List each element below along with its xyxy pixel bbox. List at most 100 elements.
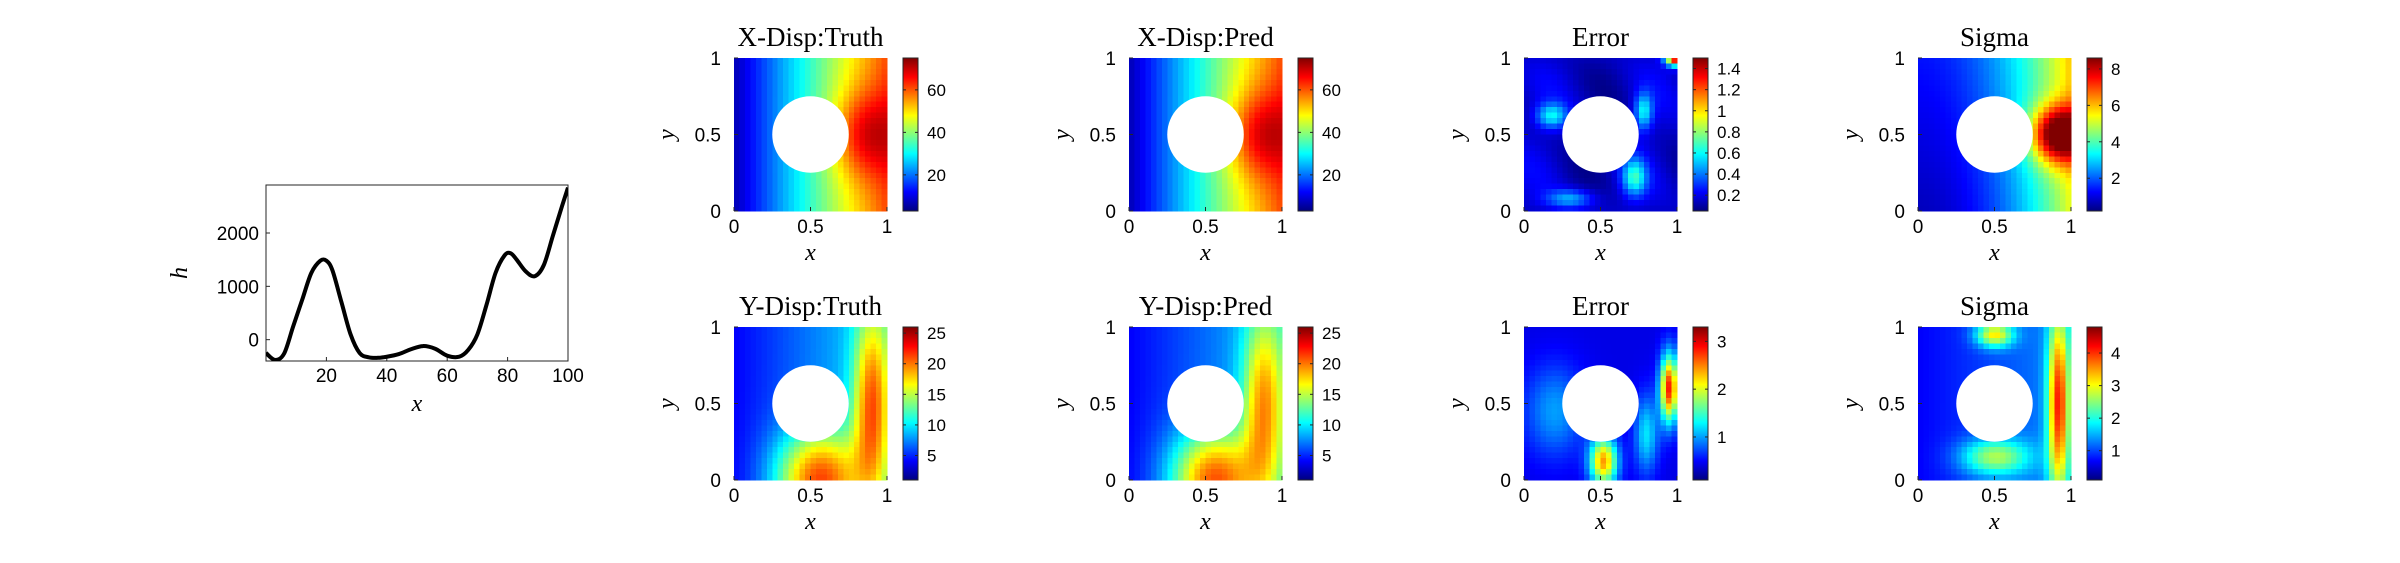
field-cell <box>1939 205 1946 212</box>
field-cell <box>1967 172 1974 179</box>
field-cell <box>1129 161 1136 168</box>
field-cell <box>1238 332 1245 339</box>
field-cell <box>1221 447 1228 454</box>
field-cell <box>1265 365 1272 372</box>
field-cell <box>1271 381 1278 388</box>
field-cell <box>859 85 866 92</box>
field-cell <box>1918 183 1925 190</box>
field-cell <box>1524 129 1531 136</box>
field-cell <box>1139 74 1146 81</box>
field-cell <box>1265 200 1272 207</box>
field-cell <box>1605 63 1613 70</box>
field-cell <box>1249 408 1256 416</box>
field-cell <box>2010 194 2017 201</box>
field-cell <box>1167 474 1174 481</box>
field-cell <box>1660 145 1667 152</box>
field-cell <box>843 68 850 75</box>
field-cell <box>1584 74 1591 81</box>
field-cell <box>1172 172 1179 179</box>
field-cell <box>766 337 773 344</box>
field-cell <box>881 150 888 157</box>
field-cell <box>1950 178 1957 185</box>
field-cell <box>832 74 839 81</box>
field-cell <box>1939 183 1946 190</box>
field-cell <box>1205 58 1212 65</box>
field-cell <box>1271 354 1278 361</box>
field-cell <box>1567 172 1574 179</box>
x-disp-truth-hole <box>772 96 849 173</box>
field-cell <box>750 376 757 383</box>
field-cell <box>1183 365 1190 372</box>
field-cell <box>876 74 883 81</box>
field-cell <box>848 172 855 179</box>
field-cell <box>1243 189 1250 196</box>
field-cell <box>810 183 817 190</box>
field-cell <box>755 419 762 426</box>
field-cell <box>881 327 888 334</box>
field-cell <box>1178 436 1185 443</box>
field-cell <box>1556 178 1563 185</box>
field-cell <box>1573 101 1580 108</box>
field-cell <box>1524 118 1531 125</box>
field-cell <box>766 145 773 152</box>
field-cell <box>865 337 872 344</box>
field-cell <box>2049 129 2056 136</box>
y-disp-truth-x-tick-label: 1 <box>882 486 893 507</box>
field-cell <box>1671 85 1678 92</box>
field-cell <box>1276 129 1283 136</box>
field-cell <box>1529 118 1536 125</box>
field-cell <box>826 463 833 470</box>
field-cell <box>1145 419 1152 426</box>
field-cell <box>1611 74 1618 81</box>
field-cell <box>881 139 888 147</box>
field-cell <box>1276 332 1283 339</box>
field-cell <box>2038 145 2045 152</box>
field-cell <box>1156 161 1163 168</box>
field-cell <box>1265 139 1272 147</box>
field-cell <box>859 381 866 388</box>
field-cell <box>870 145 877 152</box>
field-cell <box>832 96 839 103</box>
field-cell <box>865 376 872 383</box>
field-cell <box>1210 337 1218 344</box>
field-cell <box>859 74 866 81</box>
field-cell <box>1567 96 1574 103</box>
field-cell <box>2049 205 2056 212</box>
field-cell <box>1934 183 1941 190</box>
field-cell <box>1529 167 1536 174</box>
field-cell <box>1529 458 1536 465</box>
field-cell <box>1994 68 2001 75</box>
field-cell <box>1265 205 1272 212</box>
field-cell <box>739 183 746 190</box>
field-cell <box>1134 90 1141 97</box>
field-cell <box>1540 63 1547 70</box>
field-cell <box>783 463 790 470</box>
field-cell <box>1167 337 1174 344</box>
field-cell <box>2032 129 2039 136</box>
field-cell <box>1260 172 1267 179</box>
field-cell <box>2065 194 2072 201</box>
field-cell <box>1671 107 1678 114</box>
field-cell <box>777 183 784 190</box>
field-cell <box>1265 161 1272 168</box>
field-cell <box>744 463 751 470</box>
field-cell <box>761 79 768 86</box>
field-cell <box>788 436 795 443</box>
field-cell <box>1660 205 1667 212</box>
field-cell <box>837 74 844 81</box>
field-cell <box>1961 156 1968 163</box>
field-cell <box>750 90 757 97</box>
field-cell <box>1243 458 1250 465</box>
field-cell <box>761 139 768 147</box>
field-cell <box>1265 90 1272 97</box>
field-cell <box>761 359 768 366</box>
field-cell <box>1967 205 1974 212</box>
field-cell <box>739 337 746 344</box>
field-cell <box>1622 90 1629 97</box>
field-cell <box>761 156 768 163</box>
field-cell <box>1534 359 1541 366</box>
field-cell <box>1183 194 1190 201</box>
field-cell <box>1243 134 1250 141</box>
field-cell <box>854 118 861 125</box>
field-cell <box>1939 134 1946 141</box>
